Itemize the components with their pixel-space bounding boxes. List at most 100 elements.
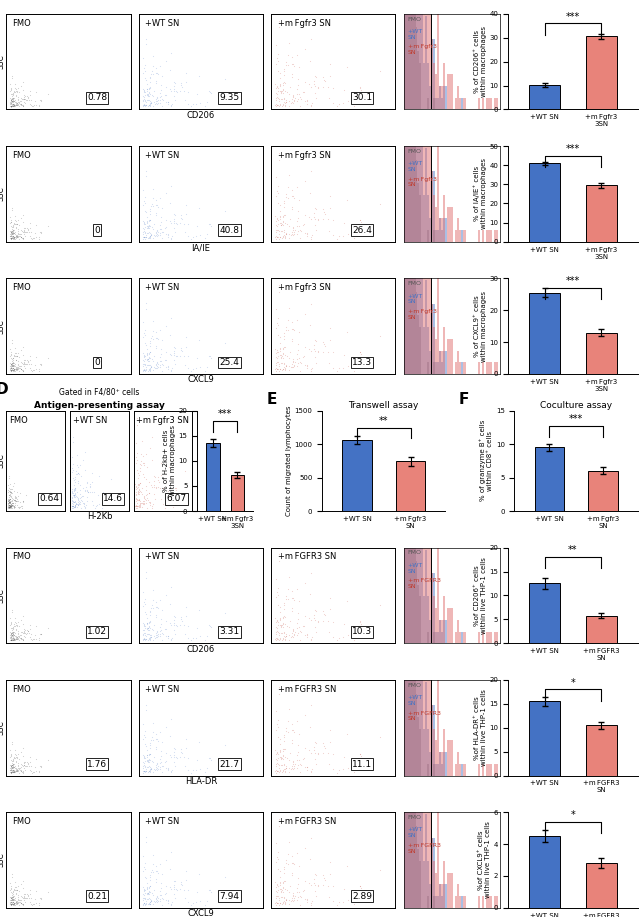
Point — [183, 618, 194, 633]
Point — [282, 883, 292, 898]
Point — [13, 631, 23, 646]
Point — [140, 195, 150, 210]
Point — [140, 883, 150, 898]
Point — [6, 363, 17, 378]
Point — [138, 50, 148, 65]
Point — [145, 867, 155, 882]
Point — [177, 212, 187, 226]
Point — [279, 874, 289, 889]
Point — [72, 467, 82, 481]
Point — [87, 493, 97, 508]
Point — [287, 57, 297, 72]
Point — [151, 890, 162, 905]
Point — [19, 90, 29, 105]
Point — [275, 83, 285, 98]
Point — [36, 226, 46, 240]
Point — [69, 488, 79, 503]
Point — [138, 497, 148, 512]
Point — [134, 487, 144, 502]
Point — [288, 754, 298, 768]
Point — [204, 618, 215, 633]
Point — [74, 467, 84, 481]
Point — [68, 493, 78, 508]
Point — [165, 327, 175, 342]
Point — [10, 225, 21, 239]
Point — [272, 756, 282, 770]
Point — [73, 474, 83, 489]
Point — [138, 760, 148, 775]
Point — [7, 221, 17, 236]
Point — [272, 624, 282, 638]
Point — [169, 615, 179, 630]
Bar — [586, 333, 617, 374]
Point — [5, 876, 15, 890]
Point — [288, 220, 298, 235]
Point — [162, 226, 172, 241]
Point — [7, 94, 17, 109]
Point — [279, 893, 289, 908]
Point — [144, 362, 154, 377]
Point — [191, 361, 201, 376]
Point — [19, 622, 29, 636]
Point — [142, 82, 152, 96]
Point — [8, 226, 19, 240]
Point — [138, 633, 149, 647]
Point — [135, 476, 145, 491]
Point — [276, 620, 287, 635]
Point — [271, 217, 281, 232]
Point — [5, 98, 15, 113]
Point — [273, 879, 283, 894]
Point — [279, 207, 289, 222]
Point — [153, 758, 163, 773]
Point — [70, 499, 80, 514]
Point — [132, 417, 142, 432]
Point — [328, 762, 338, 777]
Point — [4, 492, 15, 506]
Point — [3, 501, 13, 515]
Point — [75, 483, 85, 498]
Point — [144, 82, 154, 96]
Point — [87, 475, 97, 490]
Point — [179, 84, 190, 99]
Point — [139, 362, 149, 377]
Point — [274, 898, 284, 912]
Point — [6, 81, 17, 95]
Point — [279, 762, 290, 777]
Point — [8, 765, 19, 779]
Point — [290, 757, 300, 771]
Point — [19, 88, 29, 103]
Point — [7, 496, 17, 511]
Point — [152, 223, 162, 238]
Point — [9, 97, 19, 112]
Point — [292, 351, 303, 366]
Point — [288, 353, 298, 368]
Bar — [529, 702, 560, 776]
Point — [153, 95, 163, 110]
Point — [283, 724, 294, 739]
Point — [24, 357, 34, 371]
Point — [67, 484, 78, 499]
Point — [18, 626, 28, 641]
Point — [9, 892, 19, 907]
Point — [9, 97, 19, 112]
Point — [288, 227, 298, 242]
Point — [12, 227, 22, 242]
Point — [195, 629, 205, 644]
Point — [5, 98, 15, 113]
Point — [11, 747, 21, 762]
Point — [145, 228, 155, 243]
Point — [69, 489, 79, 503]
Point — [8, 355, 19, 370]
Point — [36, 94, 46, 108]
Point — [158, 626, 169, 641]
Point — [11, 229, 21, 244]
Point — [140, 58, 150, 72]
Point — [140, 98, 150, 113]
Point — [21, 758, 31, 773]
Point — [202, 359, 212, 374]
Point — [5, 766, 15, 780]
Point — [140, 63, 150, 78]
Point — [6, 617, 16, 632]
Point — [5, 750, 15, 765]
Point — [139, 92, 149, 106]
